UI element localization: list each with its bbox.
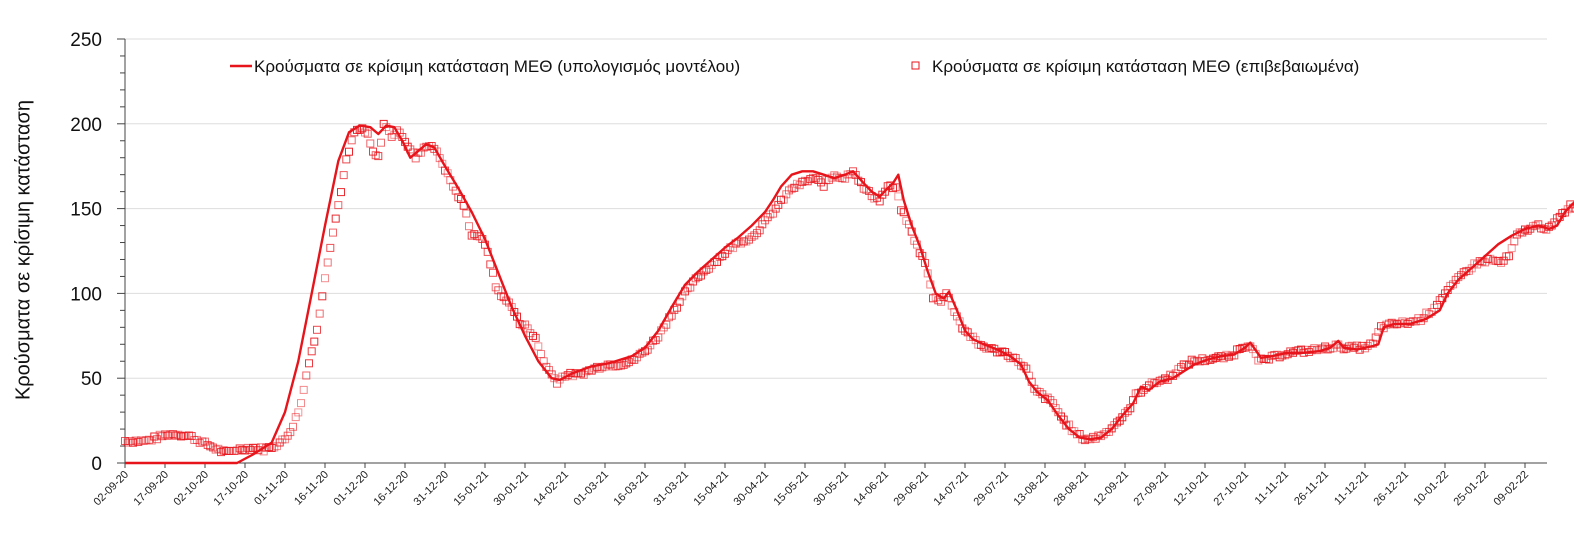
y-tick-label: 50	[81, 369, 102, 390]
y-axis: 0 50 100 150 200 250	[70, 30, 126, 475]
x-tick-label: 16-03-21	[611, 469, 651, 509]
y-tick-label: 100	[70, 284, 102, 305]
y-tick-label: 250	[70, 30, 102, 51]
x-tick-label: 11-11-21	[1253, 469, 1291, 507]
x-tick-label: 30-04-21	[731, 469, 771, 509]
x-tick-label: 27-09-21	[1131, 469, 1171, 509]
x-axis: 02-09-20 17-09-20 02-10-20 17-10-20 01-11-20…	[91, 462, 1547, 509]
legend-confirmed-square-icon	[911, 61, 920, 70]
x-tick-label: 01-12-20	[331, 469, 371, 509]
x-tick-label: 26-11-21	[1292, 469, 1331, 508]
x-tick-label: 25-01-22	[1451, 469, 1491, 509]
legend-model-label: Κρούσματα σε κρίσιμη κατάσταση ΜΕΘ (υπολ…	[254, 57, 740, 76]
legend-confirmed-label: Κρούσματα σε κρίσιμη κατάσταση ΜΕΘ (επιβ…	[932, 57, 1359, 76]
model-series-line	[125, 124, 1574, 465]
x-tick-label: 27-10-21	[1211, 469, 1251, 509]
x-tick-label: 12-09-21	[1091, 469, 1131, 509]
x-tick-label: 17-09-20	[131, 469, 171, 509]
x-tick-label: 11-12-21	[1332, 469, 1371, 508]
x-tick-label: 12-10-21	[1171, 469, 1211, 509]
x-tick-label: 01-11-20	[252, 469, 291, 508]
confirmed-series-markers	[121, 119, 1574, 457]
x-tick-label: 09-02-22	[1491, 469, 1531, 509]
y-tick-label: 0	[91, 454, 102, 475]
x-tick-label: 31-12-20	[411, 469, 451, 509]
x-tick-label: 30-01-21	[491, 469, 531, 509]
x-tick-label: 14-07-21	[931, 469, 971, 509]
x-tick-label: 15-04-21	[691, 469, 731, 509]
y-axis-label: Κρούσματα σε κρίσιμη κατάσταση	[12, 100, 34, 400]
legend: Κρούσματα σε κρίσιμη κατάσταση ΜΕΘ (υπολ…	[230, 57, 1359, 76]
x-tick-label: 16-12-20	[371, 469, 411, 509]
x-tick-label: 30-05-21	[811, 469, 851, 509]
x-tick-label: 15-01-21	[451, 469, 491, 509]
x-tick-label: 02-10-20	[171, 469, 211, 509]
x-tick-label: 31-03-21	[651, 469, 691, 509]
x-tick-label: 13-08-21	[1011, 469, 1051, 509]
x-tick-label: 28-08-21	[1051, 469, 1091, 509]
x-tick-label: 17-10-20	[211, 469, 251, 509]
x-tick-label: 14-06-21	[851, 469, 891, 509]
x-tick-label: 29-07-21	[971, 469, 1011, 509]
x-tick-label: 01-03-21	[571, 469, 611, 509]
y-tick-label: 200	[70, 115, 102, 136]
x-tick-label: 26-12-21	[1371, 469, 1411, 509]
x-tick-label: 14-02-21	[531, 469, 571, 509]
x-tick-label: 10-01-22	[1411, 469, 1451, 509]
x-tick-label: 16-11-20	[292, 469, 331, 508]
gridlines	[125, 38, 1547, 464]
x-tick-label: 15-05-21	[771, 469, 811, 509]
y-tick-label: 150	[70, 200, 102, 221]
x-tick-label: 29-06-21	[891, 469, 931, 509]
